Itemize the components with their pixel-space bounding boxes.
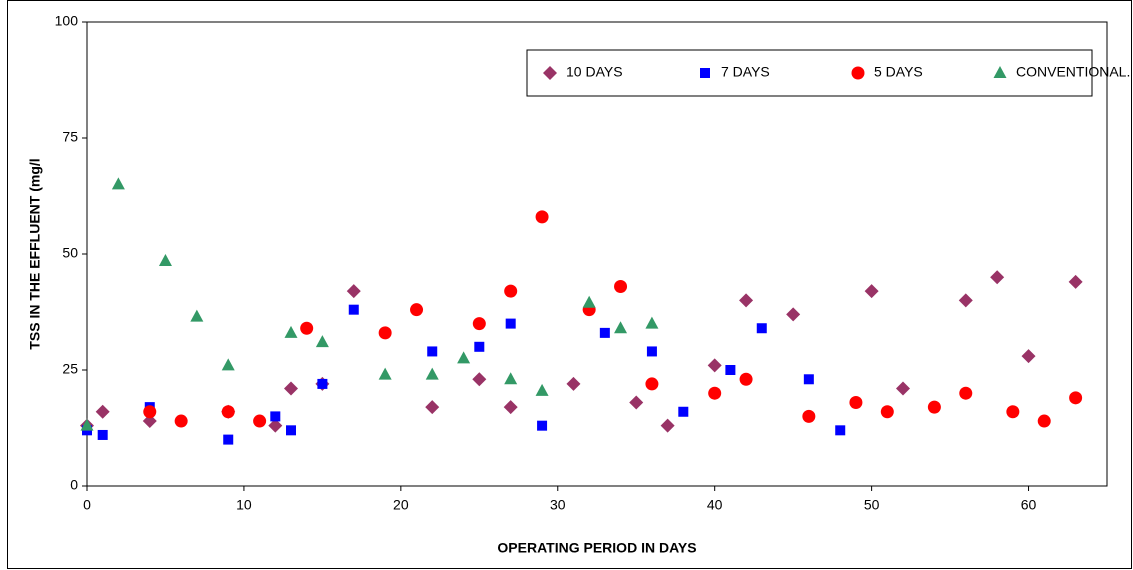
diamond-marker [660, 418, 675, 433]
circle-marker [143, 405, 157, 419]
square-marker [700, 68, 710, 78]
diamond-marker [786, 307, 801, 322]
x-tick-label: 0 [83, 497, 91, 513]
triangle-marker [80, 418, 94, 431]
square-marker [756, 323, 767, 334]
square-marker [725, 365, 736, 375]
square-marker [317, 378, 328, 389]
y-tick-label: 0 [70, 477, 78, 493]
triangle-marker [614, 321, 628, 334]
diamond-marker [425, 400, 440, 415]
x-axis-label: OPERATING PERIOD IN DAYS [497, 540, 696, 556]
triangle-marker [315, 335, 329, 348]
square-marker [97, 429, 108, 440]
legend-label: 7 DAYS [721, 64, 770, 80]
circle-marker [1037, 414, 1051, 428]
diamond-marker [739, 293, 754, 308]
diamond-marker [707, 358, 722, 373]
circle-marker [472, 317, 486, 331]
x-tick-label: 50 [864, 497, 880, 513]
y-axis-label: TSS IN THE EFFLUENT (mg/l [27, 158, 43, 349]
legend-label: 5 DAYS [874, 64, 923, 80]
circle-marker [221, 405, 235, 419]
diamond-marker [896, 381, 910, 396]
circle-marker [708, 386, 722, 400]
diamond-marker [629, 395, 644, 410]
circle-marker [880, 405, 894, 419]
legend-label: CONVENTIONAL. [1016, 64, 1130, 80]
triangle-marker [425, 367, 439, 380]
square-marker [599, 327, 610, 338]
diamond-marker [1021, 349, 1036, 364]
triangle-marker [457, 351, 471, 364]
circle-marker [927, 400, 941, 414]
circle-marker [849, 395, 863, 409]
square-marker [537, 420, 548, 431]
diamond-marker [990, 270, 1005, 285]
square-marker [646, 346, 657, 357]
circle-marker [174, 414, 188, 428]
diamond-marker [864, 284, 879, 299]
x-tick-label: 40 [707, 497, 723, 513]
diamond-marker [95, 404, 110, 419]
triangle-marker [535, 383, 549, 396]
circle-marker [614, 279, 628, 293]
circle-marker [802, 409, 816, 423]
square-marker [286, 425, 296, 436]
y-tick-label: 100 [55, 13, 79, 29]
circle-marker [253, 414, 267, 428]
y-tick-label: 25 [62, 361, 78, 377]
y-tick-label: 50 [62, 245, 78, 261]
diamond-marker [543, 66, 557, 80]
circle-marker [1006, 405, 1020, 419]
diamond-marker [268, 418, 283, 433]
diamond-marker [284, 381, 298, 396]
triangle-marker [993, 66, 1007, 78]
square-marker [835, 425, 846, 436]
square-marker [270, 411, 281, 422]
diamond-marker [1068, 274, 1083, 289]
circle-marker [1069, 391, 1083, 405]
circle-marker [410, 303, 424, 317]
triangle-marker [111, 177, 125, 190]
circle-marker [959, 386, 973, 400]
square-marker [505, 318, 516, 329]
triangle-marker [378, 367, 392, 380]
circle-marker [739, 372, 753, 386]
square-marker [223, 434, 234, 445]
x-tick-label: 30 [550, 497, 566, 513]
x-tick-label: 20 [393, 497, 409, 513]
triangle-marker [221, 358, 235, 371]
circle-marker [645, 377, 659, 391]
triangle-marker [582, 295, 596, 308]
y-tick-label: 75 [62, 129, 78, 145]
diamond-marker [566, 376, 581, 391]
triangle-marker [284, 325, 298, 338]
diamond-marker [958, 293, 973, 308]
circle-marker [300, 321, 314, 335]
square-marker [348, 304, 359, 315]
circle-marker [378, 326, 392, 340]
square-marker [427, 346, 438, 357]
diamond-marker [142, 414, 157, 429]
legend-label: 10 DAYS [566, 64, 623, 80]
triangle-marker [504, 372, 518, 385]
triangle-marker [190, 309, 204, 322]
x-tick-label: 60 [1021, 497, 1037, 513]
circle-marker [851, 66, 865, 80]
circle-marker [535, 210, 549, 224]
diamond-marker [346, 284, 361, 299]
square-marker [474, 341, 485, 352]
circle-marker [504, 284, 518, 298]
x-tick-label: 10 [236, 497, 252, 513]
triangle-marker [645, 316, 659, 329]
diamond-marker [472, 372, 487, 387]
square-marker [803, 374, 814, 385]
triangle-marker [158, 253, 172, 266]
square-marker [678, 406, 689, 417]
diamond-marker [503, 400, 518, 415]
